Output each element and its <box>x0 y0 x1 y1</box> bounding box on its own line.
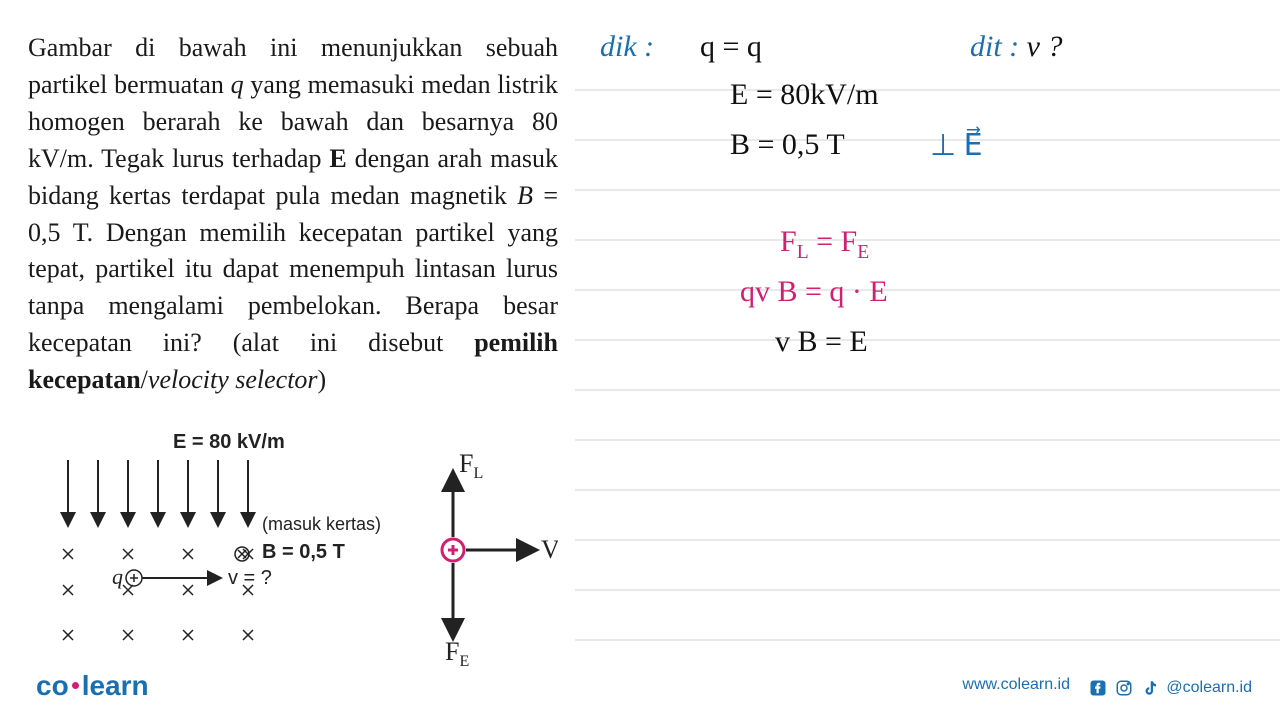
colearn-logo: colearn <box>36 670 149 702</box>
social-handle-text: @colearn.id <box>1166 679 1252 697</box>
dik-label: dik : <box>600 30 654 64</box>
eq-fl-fe: FL = FE <box>780 225 869 264</box>
eq-qvb-qe: qv B = q · E <box>740 275 888 309</box>
svg-text:B = 0,5 T: B = 0,5 T <box>262 541 345 563</box>
website-url: www.colearn.id <box>962 676 1070 694</box>
svg-text:E = 80 kV/m: E = 80 kV/m <box>173 431 285 453</box>
dit-label-text: dit : <box>970 30 1019 63</box>
tiktok-icon <box>1140 678 1160 698</box>
instagram-icon <box>1114 678 1134 698</box>
dit-label: dit : v ? <box>970 30 1063 64</box>
facebook-icon <box>1088 678 1108 698</box>
logo-dot <box>69 668 82 700</box>
social-handles: @colearn.id <box>1088 678 1252 698</box>
svg-text:(masuk kertas): (masuk kertas) <box>262 514 381 534</box>
logo-co: co <box>36 670 69 701</box>
svg-text:q: q <box>112 564 123 589</box>
svg-text:V: V <box>541 535 558 564</box>
handwritten-solution: dik : dit : v ? q = q E = 80kV/m B = 0,5 T… <box>600 30 1260 430</box>
eq-vb-e: v B = E <box>775 325 868 359</box>
perpendicular-e: ⊥ E⃗ <box>930 128 983 163</box>
hand-given-line: E = 80kV/m <box>730 78 879 112</box>
physics-diagram: E = 80 kV/m (masuk kertas) B = 0,5 T q v = ?… <box>28 430 558 690</box>
logo-learn: learn <box>82 670 149 701</box>
problem-text: Gambar di bawah ini menunjukkan sebuah p… <box>28 30 558 399</box>
dit-value: v ? <box>1027 30 1063 63</box>
hand-given-line: B = 0,5 T <box>730 128 845 162</box>
hand-given-line: q = q <box>700 30 762 64</box>
problem-block: Gambar di bawah ini menunjukkan sebuah p… <box>28 30 558 399</box>
footer: colearn www.colearn.id @colearn.id <box>0 662 1280 702</box>
svg-text:FL: FL <box>459 449 483 482</box>
svg-text:v = ?: v = ? <box>228 567 272 589</box>
